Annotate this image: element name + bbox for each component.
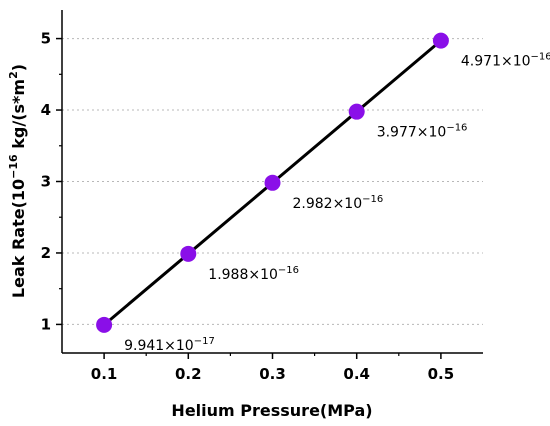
data-label: 9.941×10−17 xyxy=(124,336,215,354)
x-tick-label: 0.3 xyxy=(259,365,286,383)
data-point xyxy=(180,245,197,262)
y-tick-label: 3 xyxy=(41,173,51,191)
data-point xyxy=(264,174,281,191)
data-label: 1.988×10−16 xyxy=(208,265,299,283)
data-annotations: 9.941×10−17 1.988×10−16 2.982×10−16 3.977×1… xyxy=(124,52,550,354)
data-label: 4.971×10−16 xyxy=(461,52,550,70)
data-series xyxy=(96,32,449,333)
data-label: 2.982×10−16 xyxy=(293,194,384,212)
y-tick-label: 2 xyxy=(41,244,51,262)
data-point xyxy=(96,316,113,333)
y-tick-label: 4 xyxy=(41,101,51,119)
y-tick-label: 1 xyxy=(41,315,51,333)
x-tick-label: 0.4 xyxy=(343,365,370,383)
tick-marks xyxy=(56,37,442,359)
y-tick-labels: 1 2 3 4 5 xyxy=(41,30,51,334)
data-point xyxy=(432,32,449,49)
y-axis-title: Leak Rate(10−16 kg/(s*m2) xyxy=(7,64,28,298)
data-label: 3.977×10−16 xyxy=(377,123,468,141)
x-axis-title: Helium Pressure(MPa) xyxy=(171,401,372,420)
x-tick-label: 0.2 xyxy=(175,365,202,383)
y-tick-label: 5 xyxy=(41,30,51,48)
x-tick-labels: 0.1 0.2 0.3 0.4 0.5 xyxy=(91,365,454,383)
x-tick-label: 0.1 xyxy=(91,365,118,383)
data-point xyxy=(348,103,365,120)
x-tick-label: 0.5 xyxy=(428,365,455,383)
